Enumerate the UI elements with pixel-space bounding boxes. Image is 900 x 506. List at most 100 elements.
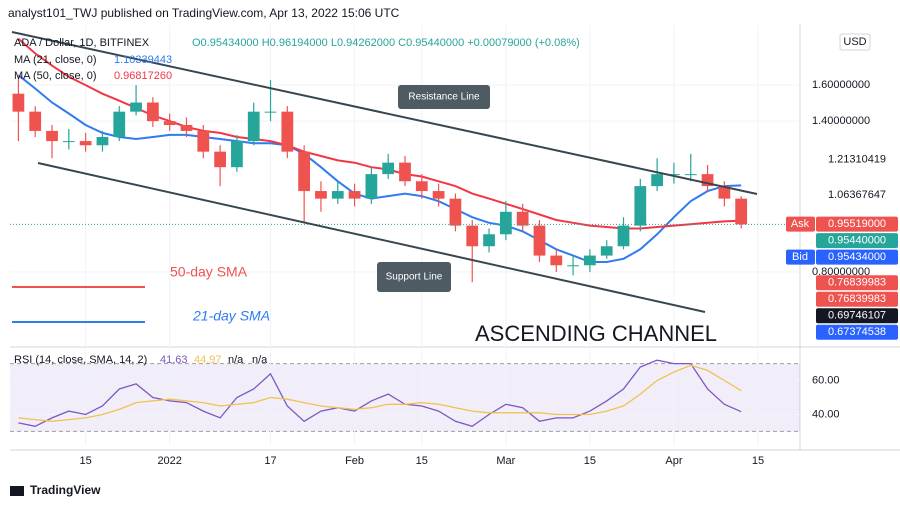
price-tag-box: [786, 216, 815, 232]
candle-body: [281, 111, 294, 152]
price-label: 0.95434000: [828, 251, 886, 263]
candle-body: [432, 191, 445, 199]
pattern-annotation: ASCENDING CHANNEL: [475, 321, 717, 346]
candle-body: [399, 162, 411, 182]
y-tick-label: 1.40000000: [812, 115, 870, 127]
x-tick-label: Mar: [496, 455, 515, 467]
candle-body: [668, 174, 680, 176]
price-label-box: [816, 152, 898, 168]
rsi-legend: RSI (14, close, SMA, 14, 2): [14, 354, 147, 366]
y-tick-label: 0.80000000: [812, 266, 870, 278]
candle-body: [584, 255, 596, 266]
ohlc-legend: O0.95434000 H0.96194000 L0.94262000 C0.9…: [192, 37, 580, 49]
price-label: 1.06367647: [828, 189, 886, 201]
price-tag: Bid: [792, 251, 808, 263]
sma50-annotation: 50-day SMA: [170, 264, 248, 280]
rsi-sma-value: 44.97: [194, 354, 222, 366]
rsi-line: [18, 359, 742, 428]
candle-body: [231, 141, 243, 168]
candle-body: [331, 191, 344, 199]
marks: [10, 38, 800, 428]
header: analyst101_TWJ published on TradingView.…: [8, 6, 400, 20]
ma21-legend: MA (21, close, 0): [14, 54, 97, 66]
price-label: 0.76839983: [828, 293, 886, 305]
support-label: Support Line: [386, 272, 443, 283]
price-label: 1.21310419: [828, 154, 886, 166]
symbol-legend: ADA / Dollar, 1D, BITFINEX: [14, 37, 150, 49]
sma21-annotation: 21-day SMA: [192, 308, 270, 324]
price-label: 0.69746107: [828, 310, 886, 322]
candle-body: [600, 246, 613, 256]
rsi-value: 41.63: [160, 354, 188, 366]
rsi-na: n/a: [252, 354, 268, 366]
candle-body: [634, 186, 647, 226]
rsi-tick-label: 60.00: [812, 374, 840, 386]
candle-body: [466, 225, 479, 247]
candle-body: [550, 255, 563, 266]
currency-box[interactable]: [839, 33, 871, 51]
price-label: 0.95440000: [828, 235, 886, 247]
resistance-label: Resistance Line: [408, 92, 480, 103]
candle-body: [163, 121, 176, 125]
candle-body: [79, 141, 92, 146]
candle-body: [415, 181, 428, 192]
candle-body: [214, 151, 226, 168]
price-label-box: [816, 291, 898, 307]
resistance-box: [398, 85, 490, 109]
candle-body: [180, 124, 193, 131]
price-label: 0.67374538: [828, 326, 886, 338]
candle-body: [718, 186, 731, 199]
ma50-legend: MA (50, close, 0): [14, 70, 97, 82]
support-trendline: [37, 162, 706, 313]
x-tick-label: Apr: [665, 455, 682, 467]
price-label: 0.76839983: [828, 277, 886, 289]
price-label-box: [816, 249, 898, 265]
candle-body: [247, 111, 260, 142]
brand-logo: [10, 486, 24, 496]
support-box: [377, 262, 451, 292]
candle-body: [264, 111, 277, 113]
candle-body: [449, 198, 462, 226]
candle-body: [617, 225, 630, 247]
candle-body: [516, 211, 529, 226]
ma21-value: 1.10339443: [114, 54, 172, 66]
rsi-line: [18, 364, 742, 422]
ma50-value: 0.96817260: [114, 70, 172, 82]
candle-body: [46, 130, 58, 142]
candle-body: [113, 111, 126, 137]
price-label-box: [816, 187, 898, 203]
rsi-band: [10, 363, 800, 432]
rsi-na: n/a: [228, 354, 244, 366]
moving-average: [17, 74, 742, 263]
price-tag-box: [786, 249, 815, 265]
candle-body: [130, 102, 142, 112]
x-tick-label: 15: [416, 455, 428, 467]
candle-body: [348, 191, 361, 199]
price-label: 0.95519000: [828, 218, 886, 230]
candle-body: [651, 174, 664, 187]
candle-body: [499, 211, 512, 235]
x-tick-label: 15: [80, 455, 92, 467]
candle-body: [146, 102, 159, 122]
candle-body: [298, 151, 311, 192]
candle-body: [382, 162, 395, 175]
brand: TradingView: [30, 483, 101, 497]
resistance-trendline: [11, 31, 758, 195]
candle-body: [735, 198, 748, 225]
x-tick-label: 2022: [157, 455, 181, 467]
candle-body: [12, 93, 25, 112]
price-tag: Ask: [791, 218, 810, 230]
candle-body: [483, 234, 495, 247]
price-label-box: [816, 308, 898, 324]
currency[interactable]: USD: [843, 36, 866, 48]
price-label-box: [816, 216, 898, 232]
price-label-box: [816, 233, 898, 249]
candle-body: [96, 136, 109, 146]
candle-body: [29, 111, 42, 131]
x-tick-label: 15: [584, 455, 596, 467]
candle-body: [62, 141, 75, 143]
y-tick-label: 1.60000000: [812, 79, 870, 91]
candle-body: [701, 174, 714, 187]
